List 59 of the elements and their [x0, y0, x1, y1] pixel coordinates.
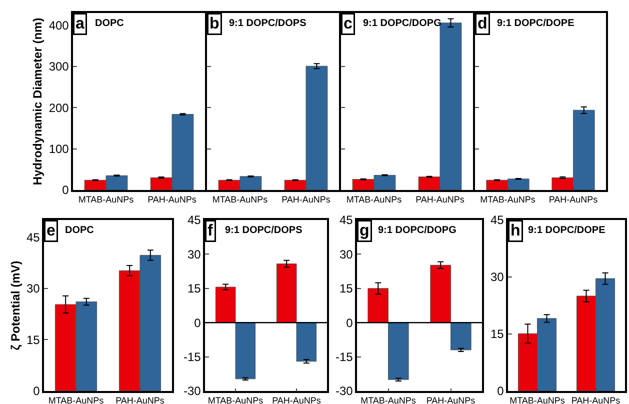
- x-tick-label: MTAB-AuNPs: [346, 194, 402, 205]
- y-tick-label: -30: [336, 384, 354, 398]
- text: 9:1 DOPC/DOPE: [528, 225, 606, 236]
- y-tick-label: -15: [336, 350, 354, 364]
- y-tick-label: 15: [339, 282, 354, 296]
- y-tick-label: 0: [497, 384, 504, 398]
- x-tick-label: PAH-AuNPs: [548, 194, 598, 205]
- x-tick-label: MTAB-AuNPs: [360, 396, 416, 404]
- y-tick-label: -30: [184, 384, 202, 398]
- annotation: b: [210, 16, 220, 32]
- x-tick-label: MTAB-AuNPs: [480, 194, 536, 205]
- x-tick-label: MTAB-AuNPs: [510, 396, 566, 404]
- y-tick-label: 200: [48, 100, 70, 115]
- y-tick-label: 30: [490, 270, 504, 284]
- y-tick-label: 30: [187, 247, 202, 262]
- x-tick-label: MTAB-AuNPs: [208, 396, 264, 404]
- x-tick-label: MTAB-AuNPs: [212, 194, 268, 205]
- annotation: f: [208, 222, 214, 240]
- x-tick-label: PAH-AuNPs: [571, 396, 621, 404]
- y-tick-label: 100: [48, 142, 70, 156]
- y-axis-title: Hydrodynamic Diameter (nm): [30, 18, 45, 186]
- annotation: h: [510, 222, 520, 240]
- x-tick-label: MTAB-AuNPs: [78, 194, 134, 205]
- y-tick-label: 0: [62, 183, 70, 198]
- text: 9:1 DOPC/DOPS: [225, 225, 303, 236]
- x-tick-label: MTAB-AuNPs: [48, 396, 104, 404]
- text: 9:1 DOPC/DOPE: [497, 18, 575, 29]
- annotation: e: [46, 222, 56, 240]
- y-tick-label: 45: [26, 230, 40, 244]
- y-tick-label: -15: [184, 350, 202, 364]
- x-tick-label: PAH-AuNPs: [416, 194, 465, 205]
- text: 9:1 DOPC/DOPG: [378, 225, 457, 236]
- text: DOPC: [65, 225, 94, 236]
- y-tick-label: 45: [339, 213, 354, 228]
- text: 9:1 DOPC/DOPG: [363, 18, 442, 29]
- y-tick-label: 0: [33, 384, 40, 398]
- annotation: a: [76, 16, 84, 32]
- y-tick-label: 15: [187, 282, 202, 296]
- x-tick-label: PAH-AuNPs: [272, 396, 322, 404]
- text: DOPC: [95, 18, 124, 29]
- annotation: d: [478, 16, 488, 32]
- x-tick-label: PAH-AuNPs: [116, 396, 165, 404]
- y-tick-label: 45: [490, 213, 504, 228]
- y-tick-label: 0: [346, 316, 354, 330]
- y-tick-label: 15: [490, 327, 504, 342]
- y-tick-label: 400: [48, 18, 70, 33]
- x-tick-label: PAH-AuNPs: [282, 194, 331, 205]
- y-axis-title: ζ Potential (mV): [8, 260, 22, 350]
- x-tick-label: PAH-AuNPs: [148, 194, 197, 205]
- y-tick-label: 15: [26, 332, 40, 347]
- annotation: c: [344, 16, 352, 32]
- x-tick-label: PAH-AuNPs: [426, 396, 476, 404]
- y-tick-label: 45: [187, 213, 202, 228]
- y-tick-label: 0: [194, 316, 202, 330]
- y-tick-label: 30: [26, 282, 40, 296]
- annotation: g: [360, 222, 370, 240]
- y-tick-label: 300: [48, 60, 70, 74]
- y-tick-label: 30: [339, 247, 354, 262]
- text: 9:1 DOPC/DOPS: [229, 18, 307, 29]
